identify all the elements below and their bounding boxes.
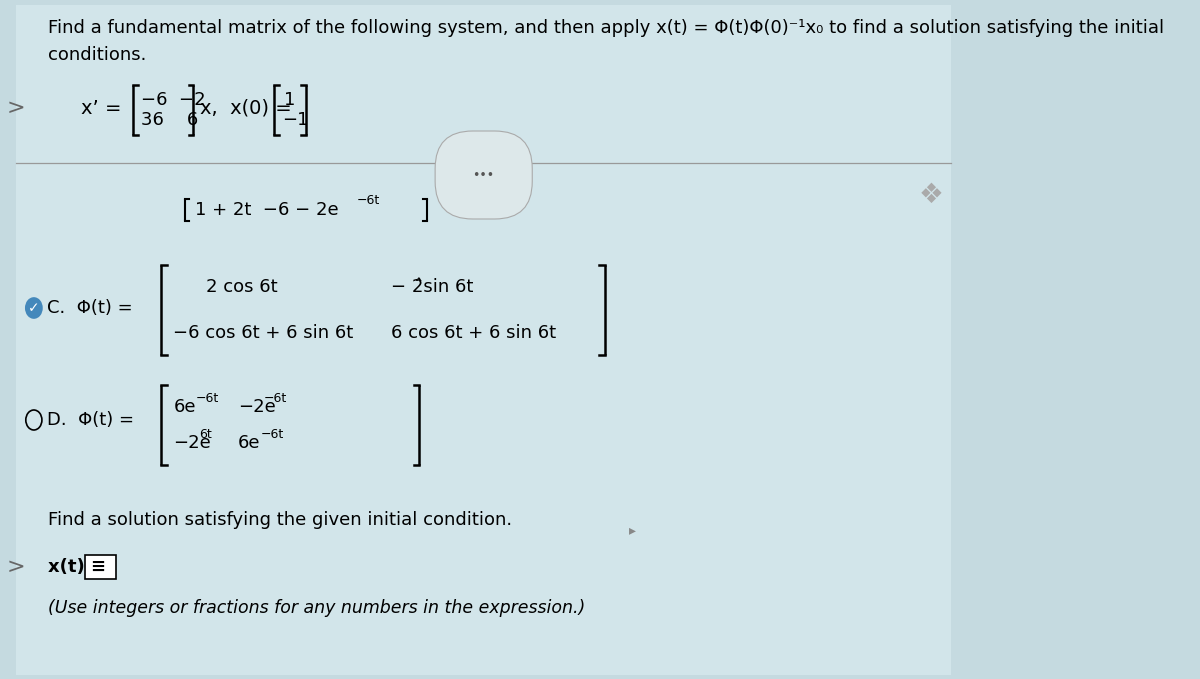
Text: 1 + 2t  −6 − 2e: 1 + 2t −6 − 2e <box>196 201 338 219</box>
Text: −6 cos 6t + 6 sin 6t: −6 cos 6t + 6 sin 6t <box>173 324 354 342</box>
Text: x,  x(0) =: x, x(0) = <box>200 98 292 117</box>
Text: conditions.: conditions. <box>48 46 146 64</box>
Text: ✓: ✓ <box>28 301 40 315</box>
Text: 1: 1 <box>283 91 295 109</box>
Text: 6e: 6e <box>238 434 260 452</box>
Text: D.  Φ(t) =: D. Φ(t) = <box>47 411 133 429</box>
Text: −1: −1 <box>282 111 308 129</box>
Text: >: > <box>6 557 25 577</box>
Text: •••: ••• <box>473 168 494 181</box>
Text: 6 cos 6t + 6 sin 6t: 6 cos 6t + 6 sin 6t <box>391 324 556 342</box>
Text: ❖: ❖ <box>919 181 943 209</box>
Text: −2e: −2e <box>238 398 276 416</box>
Text: Find a solution satisfying the given initial condition.: Find a solution satisfying the given ini… <box>48 511 512 529</box>
Text: C.  Φ(t) =: C. Φ(t) = <box>47 299 132 317</box>
Text: −6t: −6t <box>260 428 283 441</box>
Text: ▸: ▸ <box>629 523 636 537</box>
Text: x’ =: x’ = <box>80 98 121 117</box>
Text: (Use integers or fractions for any numbers in the expression.): (Use integers or fractions for any numbe… <box>48 599 586 617</box>
Text: −6t: −6t <box>356 194 379 208</box>
Text: −2e: −2e <box>173 434 211 452</box>
Text: −6t: −6t <box>196 392 220 405</box>
Text: 36    6: 36 6 <box>142 111 198 129</box>
Text: −6t: −6t <box>264 392 287 405</box>
Text: − 2̂sin 6t: − 2̂sin 6t <box>391 278 473 296</box>
Text: >: > <box>6 98 25 118</box>
Text: −6  −2: −6 −2 <box>142 91 205 109</box>
Bar <box>85 555 116 579</box>
Text: 2 cos 6t: 2 cos 6t <box>205 278 277 296</box>
Text: 6e: 6e <box>173 398 196 416</box>
Text: Find a fundamental matrix of the following system, and then apply x(t) = Φ(t)Φ(0: Find a fundamental matrix of the followi… <box>48 19 1164 37</box>
Circle shape <box>25 298 42 318</box>
Text: x(t) ≡: x(t) ≡ <box>48 558 107 576</box>
Text: 6t: 6t <box>199 428 212 441</box>
